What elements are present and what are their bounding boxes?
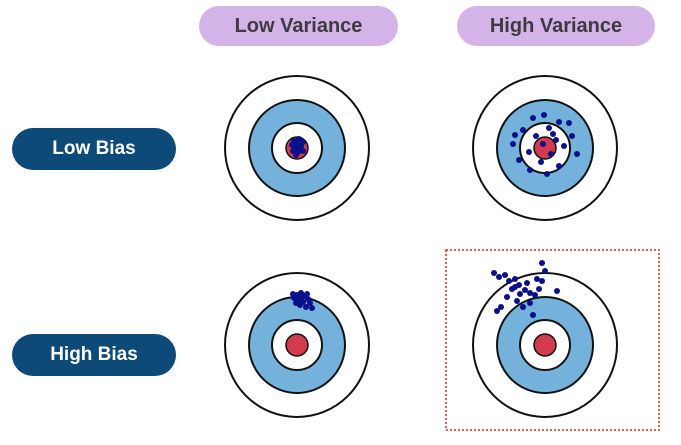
highlight-box <box>445 249 660 431</box>
shot-dot <box>522 287 528 293</box>
shot-dot <box>516 157 522 163</box>
shot-dot <box>527 290 533 296</box>
shot-dot <box>307 300 313 306</box>
shot-dot <box>512 284 518 290</box>
column-header-low-variance: Low Variance <box>199 6 398 46</box>
shot-dot <box>566 120 572 126</box>
shot-dot <box>544 171 550 177</box>
shot-dot <box>540 141 546 147</box>
shot-dot <box>290 291 296 297</box>
shot-dot <box>533 133 539 139</box>
shot-dot <box>512 132 518 138</box>
shot-dot <box>494 308 500 314</box>
shot-dot <box>554 288 560 294</box>
shot-dot <box>542 268 548 274</box>
shot-dot <box>574 151 580 157</box>
column-header-high-variance-label: High Variance <box>489 14 623 37</box>
shot-dot <box>491 270 497 276</box>
shot-dot <box>541 112 547 118</box>
shot-dot <box>514 298 520 304</box>
shot-dot <box>303 304 309 310</box>
shot-dot <box>536 286 542 292</box>
shot-dot <box>548 151 554 157</box>
shot-dot <box>524 280 530 286</box>
shot-dot <box>496 274 502 280</box>
low-bias-low-variance-target <box>224 75 370 221</box>
shot-dot <box>534 276 540 282</box>
shot-dot <box>539 278 545 284</box>
shot-dot <box>527 167 533 173</box>
shot-dot <box>556 163 562 169</box>
shot-dot <box>553 137 559 143</box>
shot-dot <box>532 292 538 298</box>
shot-dot <box>517 291 523 297</box>
row-header-low-bias-label: Low Bias <box>52 138 136 159</box>
shot-dot <box>299 294 305 300</box>
row-header-high-bias-label: High Bias <box>50 344 138 365</box>
shot-dot <box>556 119 562 125</box>
shot-dot <box>520 127 526 133</box>
shot-dot <box>530 312 536 318</box>
row-header-low-bias: Low Bias <box>12 128 176 170</box>
column-header-high-variance: High Variance <box>457 6 655 46</box>
shot-dot <box>539 260 545 266</box>
shot-dot <box>510 141 516 147</box>
shot-dot <box>538 159 544 165</box>
shot-dot <box>498 304 504 310</box>
shot-dot <box>506 278 512 284</box>
high-bias-high-variance-target <box>445 249 660 431</box>
shot-dot <box>546 125 552 131</box>
high-bias-low-variance-target <box>224 272 370 418</box>
shot-dot <box>512 276 518 282</box>
shot-dot <box>526 149 532 155</box>
column-header-low-variance-label: Low Variance <box>234 14 363 37</box>
shot-dot <box>569 133 575 139</box>
shot-dot <box>520 304 526 310</box>
shot-dot <box>309 305 315 311</box>
shot-dot <box>561 143 567 149</box>
low-bias-high-variance-target <box>472 75 618 221</box>
shot-dot <box>502 272 508 278</box>
shot-dot <box>527 300 533 306</box>
shot-dot <box>304 291 310 297</box>
shot-dot <box>293 300 299 306</box>
shot-dot <box>504 294 510 300</box>
shot-dot <box>300 148 306 154</box>
bullseye <box>285 333 309 357</box>
bullseye <box>533 333 557 357</box>
shot-dot <box>550 131 556 137</box>
row-header-high-bias: High Bias <box>12 334 176 376</box>
shot-dot <box>293 152 299 158</box>
shot-dot <box>530 115 536 121</box>
